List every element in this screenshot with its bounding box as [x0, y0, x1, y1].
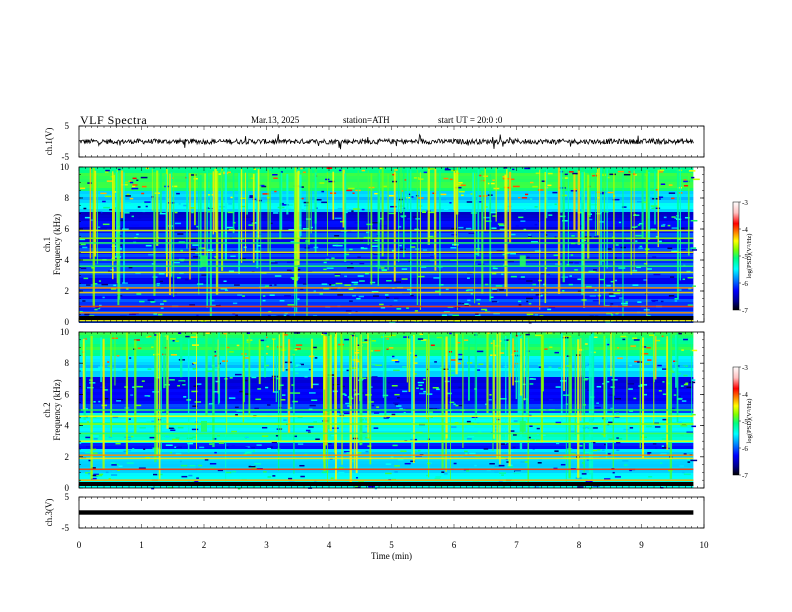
colorbar-tick-label: -7	[742, 307, 748, 315]
colorbar	[732, 366, 740, 476]
x-tick-label: 9	[639, 540, 644, 550]
x-tick-label: 10	[700, 540, 710, 550]
ch1-trace	[78, 133, 694, 150]
y-tick-label: 2	[65, 286, 70, 296]
y-tick-label: 8	[65, 193, 70, 203]
y-tick-label: -5	[62, 523, 70, 533]
waveform-ch1	[78, 133, 694, 150]
spectrogram-ch2	[79, 332, 698, 490]
x-tick-label: 5	[389, 540, 394, 550]
x-tick-label: 6	[452, 540, 457, 550]
y-tick-label: 4	[65, 255, 70, 265]
y-axis-label: Frequency (kHz)	[52, 214, 62, 275]
x-tick-label: 7	[514, 540, 519, 550]
colorbar-tick-label: -7	[742, 472, 748, 480]
colorbar-tick-label: -3	[742, 199, 748, 207]
ch3-trace	[79, 510, 694, 515]
x-tick-label: 1	[139, 540, 144, 550]
y-tick-label: 6	[65, 224, 70, 234]
x-tick-label: 2	[202, 540, 207, 550]
y-tick-label: 10	[60, 162, 70, 172]
colorbar-tick-label: -5	[742, 418, 748, 426]
y-tick-label: 8	[65, 358, 70, 368]
y-tick-label: 5	[65, 492, 70, 502]
station-label: station=ATH	[343, 115, 390, 125]
colorbar-tick-label: -5	[742, 253, 748, 261]
y-tick-label: 0	[65, 483, 70, 493]
y-tick-label: 5	[65, 121, 70, 131]
colorbar-label: log(PSD)(V²/Hz)	[746, 399, 753, 444]
y-axis-label: ch.2	[42, 402, 52, 417]
y-axis-label: ch.3(V)	[44, 499, 54, 527]
y-tick-label: 4	[65, 421, 70, 431]
colorbar-tick-label: -6	[742, 280, 748, 288]
colorbar-tick-label: -3	[742, 364, 748, 372]
y-axis-label: ch.1(V)	[44, 128, 54, 156]
waveform-ch3	[79, 510, 694, 515]
y-tick-label: 10	[60, 327, 70, 337]
y-tick-label: 6	[65, 389, 70, 399]
spectrogram-ch1	[79, 167, 700, 324]
y-tick-label: 0	[65, 317, 70, 327]
colorbar	[732, 201, 740, 311]
x-tick-label: 8	[577, 540, 582, 550]
x-tick-label: 0	[77, 540, 82, 550]
x-axis-label: Time (min)	[371, 551, 412, 561]
x-tick-label: 3	[264, 540, 269, 550]
y-axis-label: Frequency (kHz)	[52, 379, 62, 440]
colorbar-tick-label: -4	[742, 226, 748, 234]
x-tick-label: 4	[327, 540, 332, 550]
colorbar-label: log(PSD)(V²/Hz)	[746, 234, 753, 279]
start-time-label: start UT = 20:0 :0	[438, 115, 503, 125]
chart-title: VLF Spectra	[80, 113, 148, 127]
colorbar-tick-label: -4	[742, 391, 748, 399]
colorbar-tick-label: -6	[742, 445, 748, 453]
y-tick-label: 2	[65, 452, 70, 462]
y-tick-label: -5	[62, 152, 70, 162]
y-axis-label: ch.1	[42, 237, 52, 252]
recording-date: Mar.13, 2025	[251, 115, 300, 125]
